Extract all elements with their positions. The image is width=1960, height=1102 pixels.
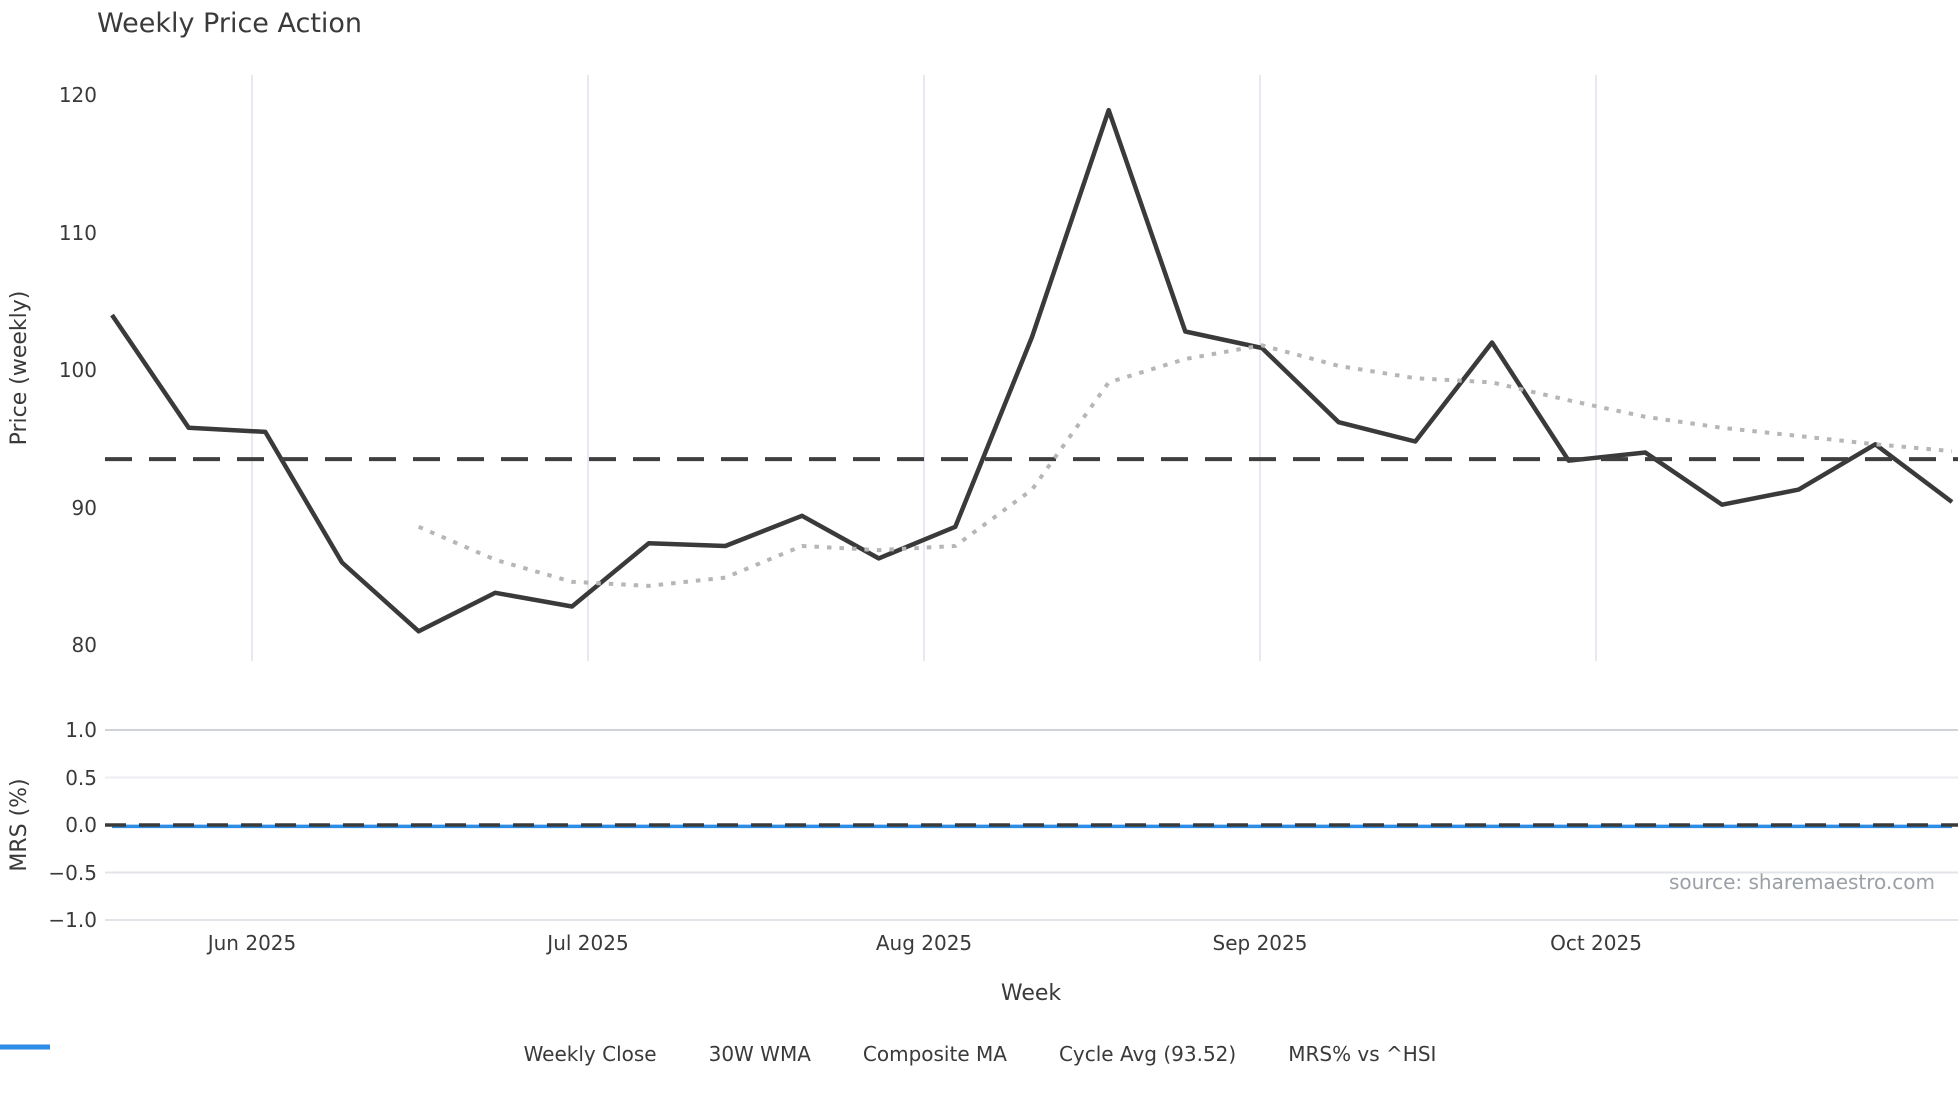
x-tick-jul: Jul 2025 bbox=[547, 931, 629, 955]
source-note: source: sharemaestro.com bbox=[1669, 870, 1935, 894]
legend: Weekly Close 30W WMA Composite MA Cycle Avg… bbox=[0, 1042, 1960, 1066]
mrs-ytick-0.0: 0.0 bbox=[65, 813, 97, 837]
x-tick-oct: Oct 2025 bbox=[1550, 931, 1642, 955]
price-ytick-80: 80 bbox=[71, 633, 97, 657]
x-tick-sep: Sep 2025 bbox=[1212, 931, 1308, 955]
line-swatch-icon bbox=[0, 1044, 50, 1050]
legend-item-label: Cycle Avg (93.52) bbox=[1058, 1042, 1237, 1066]
mrs-ytick-1.0: 1.0 bbox=[65, 718, 97, 742]
x-tick-jun: Jun 2025 bbox=[207, 931, 297, 955]
price-ytick-120: 120 bbox=[58, 83, 97, 107]
composite-ma-line bbox=[417, 343, 1953, 588]
legend-item-weekly-close: Weekly Close bbox=[0, 1042, 657, 1066]
x-axis-label: Week bbox=[1000, 981, 1062, 1006]
price-ytick-90: 90 bbox=[71, 495, 97, 520]
legend-item-30w-wma: 30W WMA bbox=[0, 1042, 811, 1066]
chart-title: Weekly Price Action bbox=[97, 8, 363, 39]
weekly-close-line bbox=[110, 107, 1954, 634]
price-ytick-100: 100 bbox=[58, 358, 97, 382]
mrs-ytick-−1.0: −1.0 bbox=[48, 908, 97, 932]
price-ytick-110: 110 bbox=[58, 220, 97, 245]
legend-item-composite-ma: Composite MA bbox=[0, 1042, 1007, 1066]
legend-item-label: MRS% vs ^HSI bbox=[1288, 1042, 1437, 1066]
legend-item-mrs-vs-hsi: MRS% vs ^HSI bbox=[0, 1042, 1437, 1066]
legend-item-cycle-avg-93-52-: Cycle Avg (93.52) bbox=[0, 1042, 1237, 1066]
x-tick-aug: Aug 2025 bbox=[875, 931, 973, 955]
legend-item-label: Weekly Close bbox=[523, 1042, 657, 1066]
legend-item-label: Composite MA bbox=[862, 1042, 1007, 1066]
mrs-ytick-−0.5: −0.5 bbox=[48, 860, 97, 885]
mrs-ytick-0.5: 0.5 bbox=[65, 765, 97, 790]
legend-item-label: 30W WMA bbox=[708, 1042, 811, 1066]
